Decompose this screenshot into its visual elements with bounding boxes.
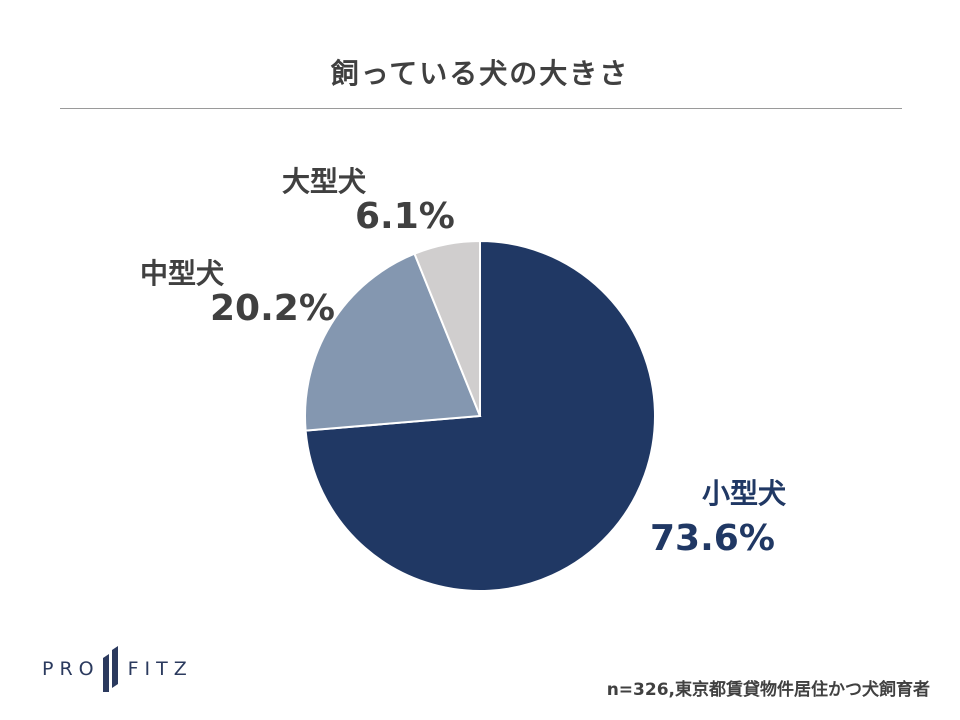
slice-value-small: 73.6% (650, 518, 775, 559)
slice-value-large: 6.1% (355, 196, 455, 237)
footnote: n=326,東京都賃貸物件居住かつ犬飼育者 (606, 680, 930, 700)
pie-slice-medium (304, 252, 482, 432)
slice-label-large: 大型犬 (282, 165, 367, 198)
company-logo: PRO FITZ (42, 644, 193, 694)
logo-text-right: FITZ (127, 658, 193, 680)
title-divider (60, 108, 902, 109)
logo-text-left: PRO (42, 658, 100, 680)
slice-label-small: 小型犬 (702, 477, 787, 510)
slice-value-medium: 20.2% (210, 288, 335, 329)
slice-label-medium: 中型犬 (140, 257, 225, 290)
pie-slice-large (413, 239, 481, 417)
chart-title: 飼っている犬の大きさ (330, 57, 630, 90)
logo-mark-icon (102, 646, 118, 692)
